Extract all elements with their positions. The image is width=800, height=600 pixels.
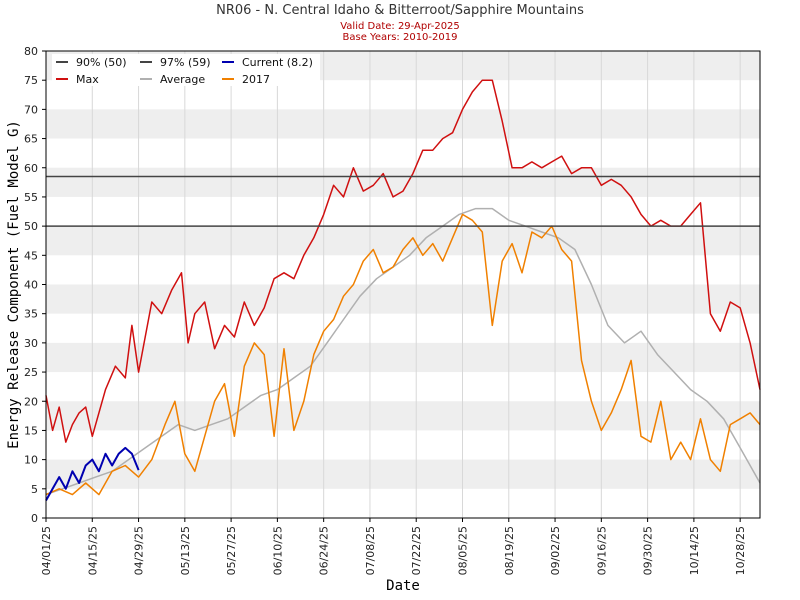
y-tick-label: 0 xyxy=(31,512,38,525)
y-tick-label: 75 xyxy=(24,74,38,87)
y-axis-title: Energy Release Component (Fuel Model G) xyxy=(6,120,22,449)
x-tick-label: 04/29/25 xyxy=(133,526,146,575)
legend-label-current-8-2: Current (8.2) xyxy=(242,56,313,69)
x-tick-label: 06/24/25 xyxy=(318,526,331,575)
legend-label-97-59: 97% (59) xyxy=(160,56,211,69)
y-tick-label: 40 xyxy=(24,279,38,292)
series-lines xyxy=(45,79,761,501)
x-tick-label: 10/28/25 xyxy=(734,526,747,575)
y-tick-label: 70 xyxy=(24,103,38,116)
y-tick-label: 80 xyxy=(24,45,38,58)
x-tick-label: 09/16/25 xyxy=(595,526,608,575)
x-tick-label: 10/14/25 xyxy=(688,526,701,575)
legend-label-max: Max xyxy=(76,73,99,86)
x-tick-label: 04/15/25 xyxy=(86,526,99,575)
y-tick-label: 10 xyxy=(24,454,38,467)
x-tick-label: 04/01/25 xyxy=(40,526,53,575)
legend-label-90-50: 90% (50) xyxy=(76,56,127,69)
base-years: Base Years: 2010-2019 xyxy=(342,32,458,43)
grid-band xyxy=(46,284,760,314)
y-tick-label: 50 xyxy=(24,220,38,233)
x-tick-label: 08/05/25 xyxy=(457,526,470,575)
y-tick-label: 20 xyxy=(24,395,38,408)
y-tick-label: 60 xyxy=(24,162,38,175)
y-tick-label: 5 xyxy=(31,483,38,496)
x-axis-title: Date xyxy=(386,578,420,594)
axes-frame xyxy=(45,50,761,519)
series-line-max xyxy=(45,79,761,443)
grid-band xyxy=(46,459,760,489)
legend: 90% (50) 97% (59) Current (8.2) Max Average 2… xyxy=(52,54,320,86)
y-tick-label: 45 xyxy=(24,249,38,262)
y-axis-ticks: 0 5 10 15 20 25 30 35 40 45 50 55 60 65 70 75 80 xyxy=(24,45,46,525)
y-tick-label: 30 xyxy=(24,337,38,350)
x-tick-label: 08/19/25 xyxy=(503,526,516,575)
chart-title: NR06 - N. Central Idaho & Bitterroot/Sap… xyxy=(216,3,584,18)
grid-band xyxy=(46,109,760,139)
x-tick-label: 06/10/25 xyxy=(271,526,284,575)
x-tick-label: 07/08/25 xyxy=(364,526,377,575)
grid-bands xyxy=(46,51,760,489)
legend-label-2017: 2017 xyxy=(242,73,270,86)
x-tick-label: 05/27/25 xyxy=(225,526,238,575)
y-tick-label: 35 xyxy=(24,308,38,321)
legend-label-average: Average xyxy=(160,73,205,86)
x-tick-label: 05/13/25 xyxy=(179,526,192,575)
y-tick-label: 65 xyxy=(24,133,38,146)
grid-band xyxy=(46,167,760,197)
series-line-current-8-2 xyxy=(45,446,140,501)
x-tick-label: 07/22/25 xyxy=(410,526,423,575)
y-tick-label: 15 xyxy=(24,424,38,437)
valid-date: Valid Date: 29-Apr-2025 xyxy=(340,21,460,32)
series-line-average xyxy=(45,207,761,496)
y-tick-label: 55 xyxy=(24,191,38,204)
series-line-2017 xyxy=(45,213,761,496)
legend-box xyxy=(52,54,320,86)
grid-band xyxy=(46,342,760,373)
x-tick-label: 09/02/25 xyxy=(549,526,562,575)
x-tick-label: 09/30/25 xyxy=(642,526,655,575)
plot-frame xyxy=(45,50,761,519)
y-tick-label: 25 xyxy=(24,366,38,379)
grid-band xyxy=(46,401,760,431)
